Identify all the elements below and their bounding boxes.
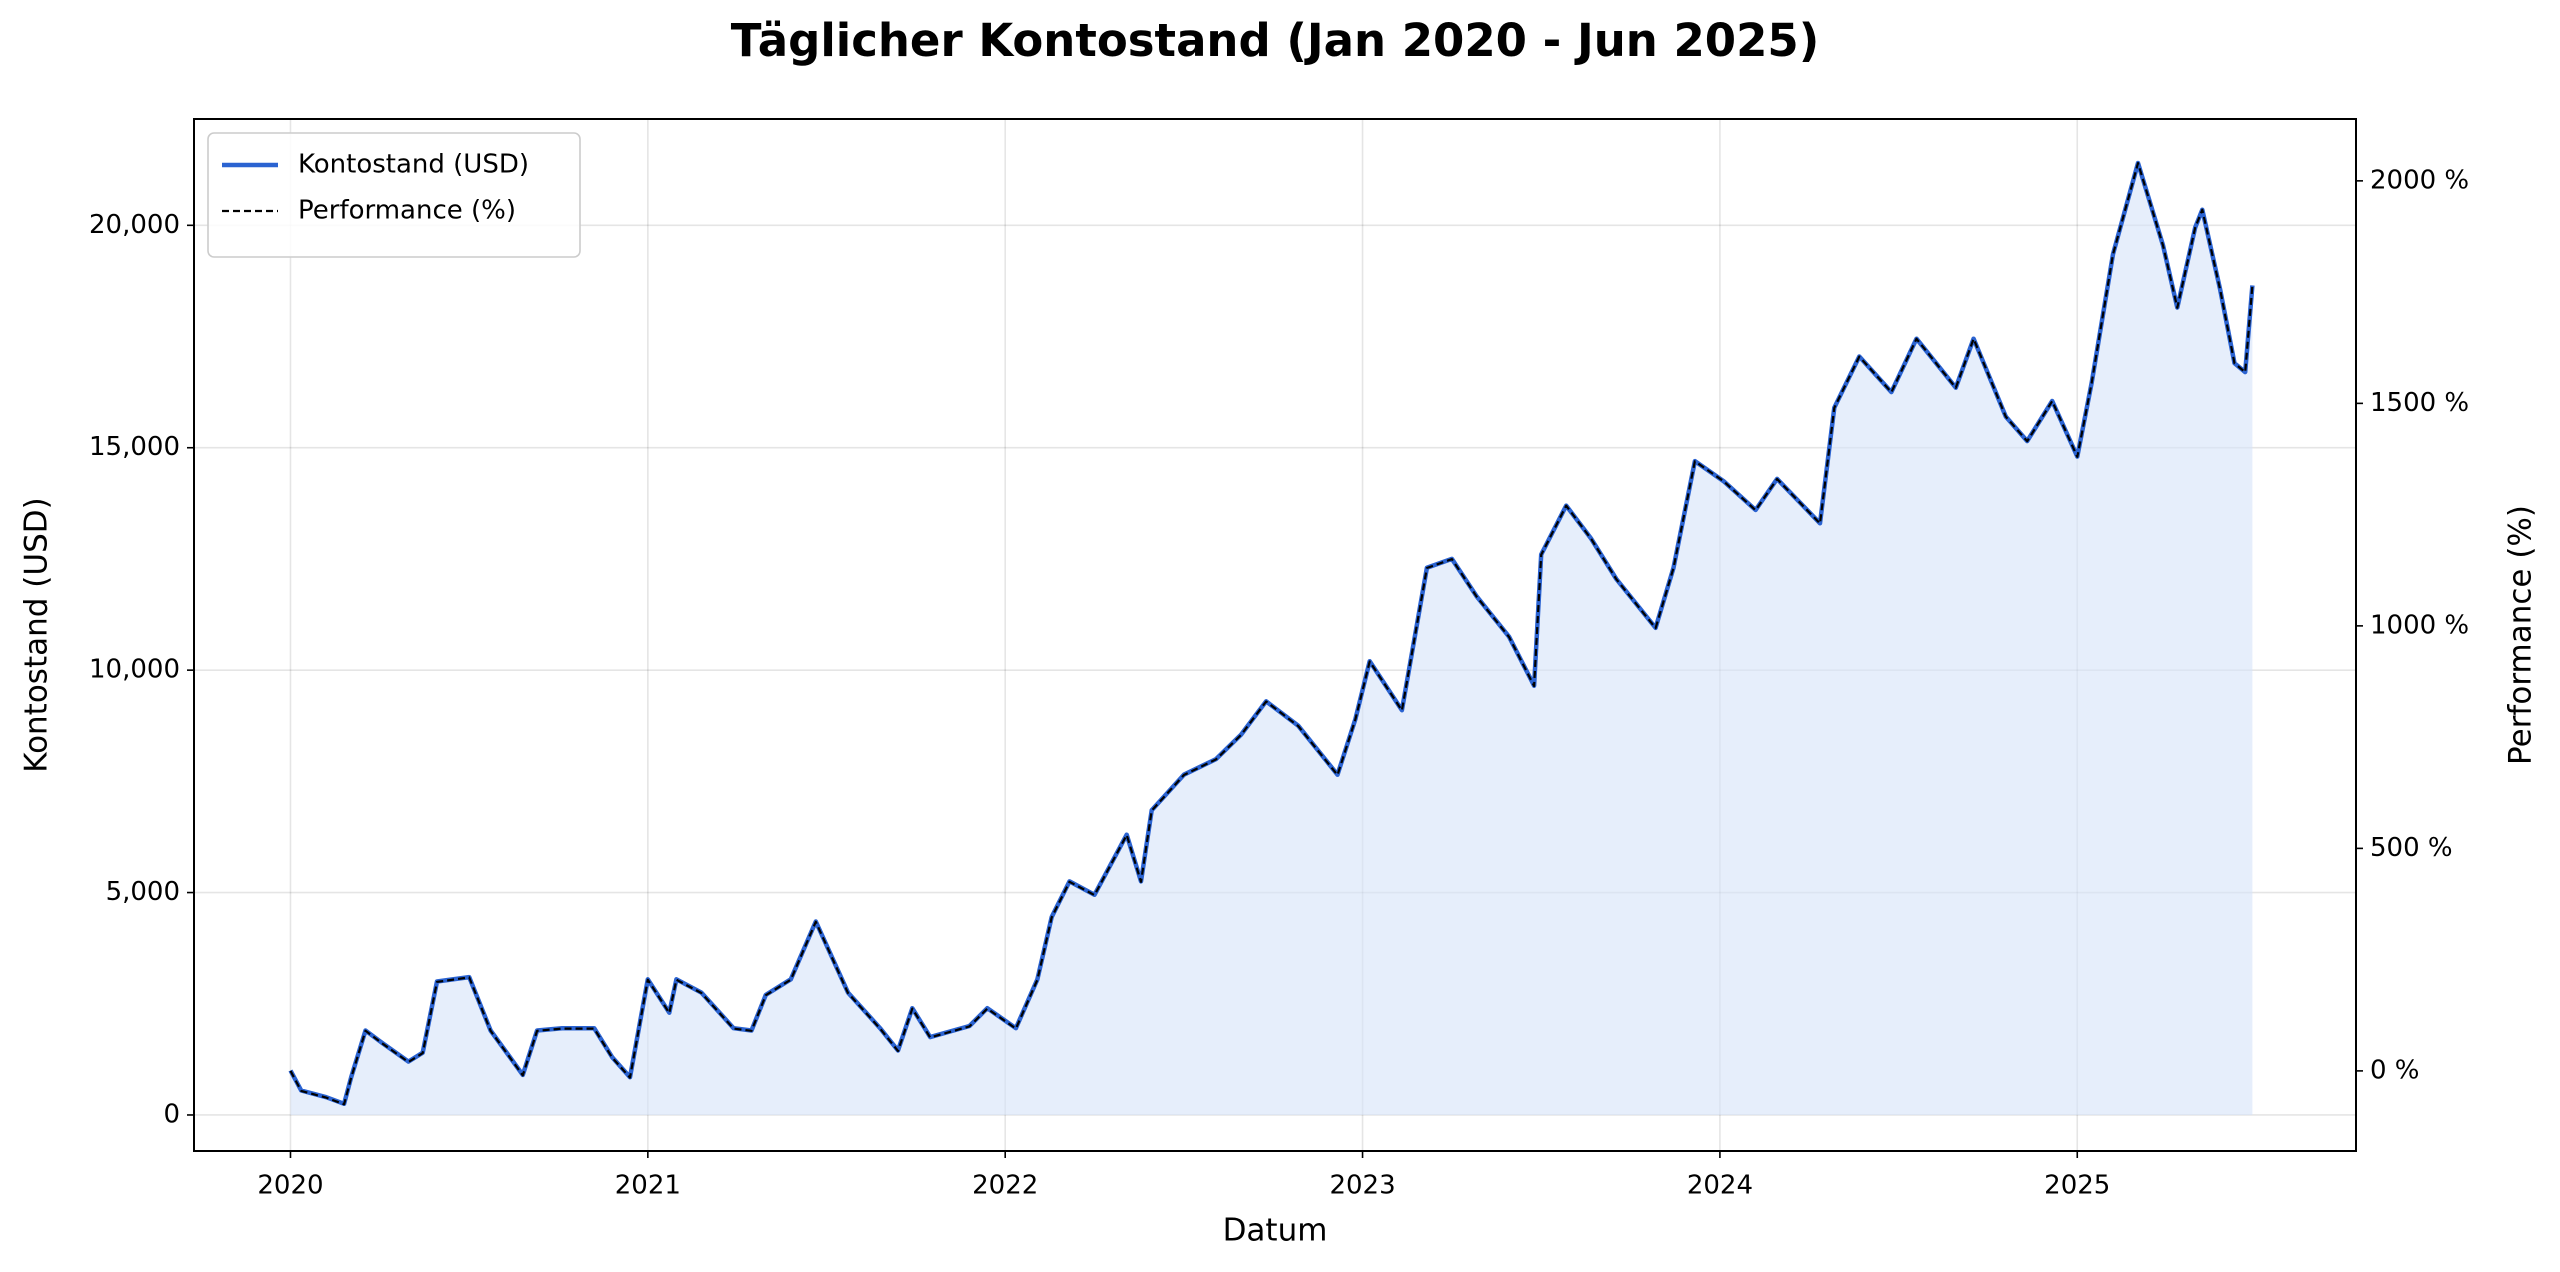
y2-tick-label: 500 % <box>2370 833 2453 863</box>
marks <box>288 160 2255 1115</box>
legend-label: Kontostand (USD) <box>298 150 529 180</box>
y-tick-label: 20,000 <box>89 210 180 240</box>
x-axis-label: Datum <box>1223 1213 1328 1249</box>
legend: Kontostand (USD) Performance (%) <box>207 132 581 258</box>
x-tick-label: 2020 <box>257 1171 323 1201</box>
y-tick-label: 15,000 <box>89 432 180 462</box>
x-tick-label: 2021 <box>615 1171 681 1201</box>
x-tick-label: 2025 <box>2044 1171 2110 1201</box>
y-axis-label: Kontostand (USD) <box>19 497 55 772</box>
legend-label: Performance (%) <box>298 196 516 226</box>
y2-tick-label: 2000 % <box>2370 165 2469 195</box>
chart-title: Täglicher Kontostand (Jan 2020 - Jun 202… <box>731 14 1820 67</box>
x-tick-label: 2023 <box>1329 1171 1395 1201</box>
y2-tick-label: 0 % <box>2370 1055 2420 1085</box>
y2-tick-label: 1500 % <box>2370 388 2469 418</box>
y-tick-label: 10,000 <box>89 655 180 685</box>
line <box>289 162 2254 1106</box>
plot-frame <box>193 118 2357 1152</box>
axes: 2020 2021 2022 2023 2024 2025 0 5,000 10,000 15,0… <box>89 118 2469 1201</box>
y-tick-label: 0 <box>163 1099 180 1129</box>
area-fill <box>290 163 2253 1115</box>
x-tick-label: 2022 <box>972 1171 1038 1201</box>
y2-tick-label: 1000 % <box>2370 610 2469 640</box>
y-tick-label: 5,000 <box>106 877 180 907</box>
x-tick-label: 2024 <box>1687 1171 1753 1201</box>
y2-axis-label: Performance (%) <box>2503 505 2539 765</box>
legend-box <box>207 132 581 258</box>
